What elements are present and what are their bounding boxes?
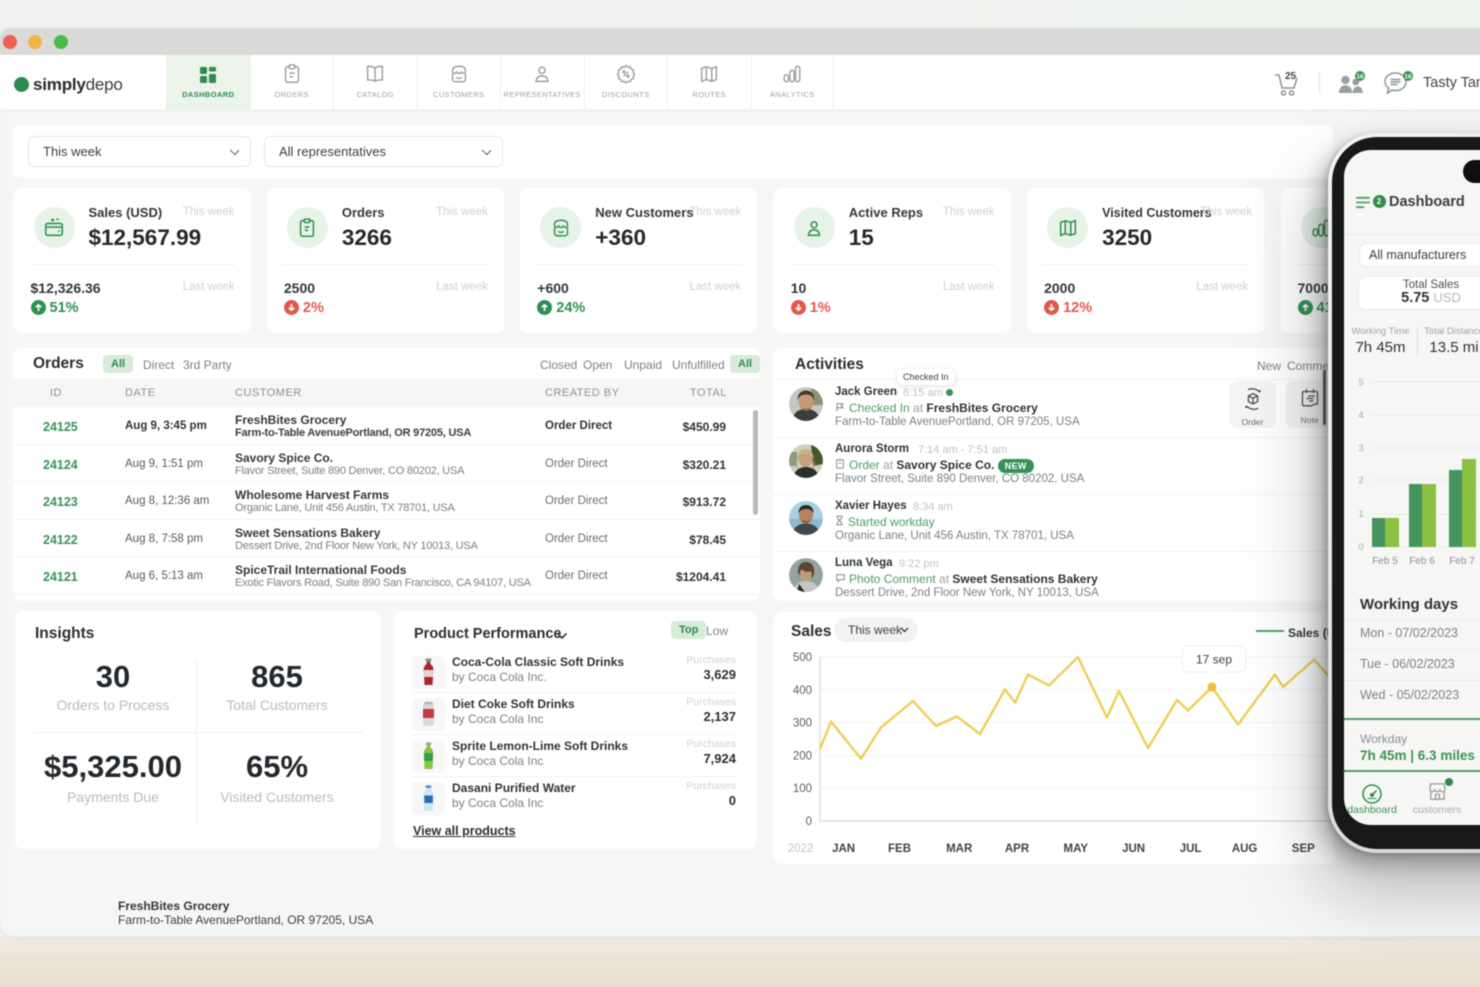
svg-text:17 sep: 17 sep <box>1196 653 1232 667</box>
svg-text:0: 0 <box>806 816 812 828</box>
svg-text:0: 0 <box>1358 542 1363 553</box>
svg-text:JAN: JAN <box>832 843 855 855</box>
svg-text:16: 16 <box>1356 73 1364 80</box>
svg-text:25: 25 <box>1285 71 1297 82</box>
svg-text:JUL: JUL <box>1180 843 1202 855</box>
svg-text:3: 3 <box>1358 443 1363 454</box>
svg-text:APR: APR <box>1005 843 1030 855</box>
svg-text:2022: 2022 <box>788 843 814 855</box>
svg-text:2: 2 <box>1358 475 1363 486</box>
svg-text:4: 4 <box>1358 410 1363 421</box>
svg-text:400: 400 <box>793 685 812 697</box>
svg-text:Feb 5: Feb 5 <box>1372 556 1398 567</box>
svg-text:300: 300 <box>793 718 812 730</box>
svg-text:200: 200 <box>793 750 812 762</box>
svg-text:1: 1 <box>1358 509 1363 520</box>
svg-text:100: 100 <box>793 783 812 795</box>
svg-text:SEP: SEP <box>1292 843 1315 855</box>
svg-text:5: 5 <box>1358 377 1363 388</box>
svg-text:Feb 6: Feb 6 <box>1409 556 1435 567</box>
svg-text:JUN: JUN <box>1122 843 1145 855</box>
svg-text:AUG: AUG <box>1232 843 1258 855</box>
svg-text:FEB: FEB <box>888 843 911 855</box>
svg-text:Feb 7: Feb 7 <box>1449 556 1475 567</box>
svg-text:MAR: MAR <box>946 843 973 855</box>
svg-text:16: 16 <box>1404 73 1412 80</box>
svg-text:500: 500 <box>793 652 812 664</box>
svg-text:MAY: MAY <box>1064 843 1089 855</box>
